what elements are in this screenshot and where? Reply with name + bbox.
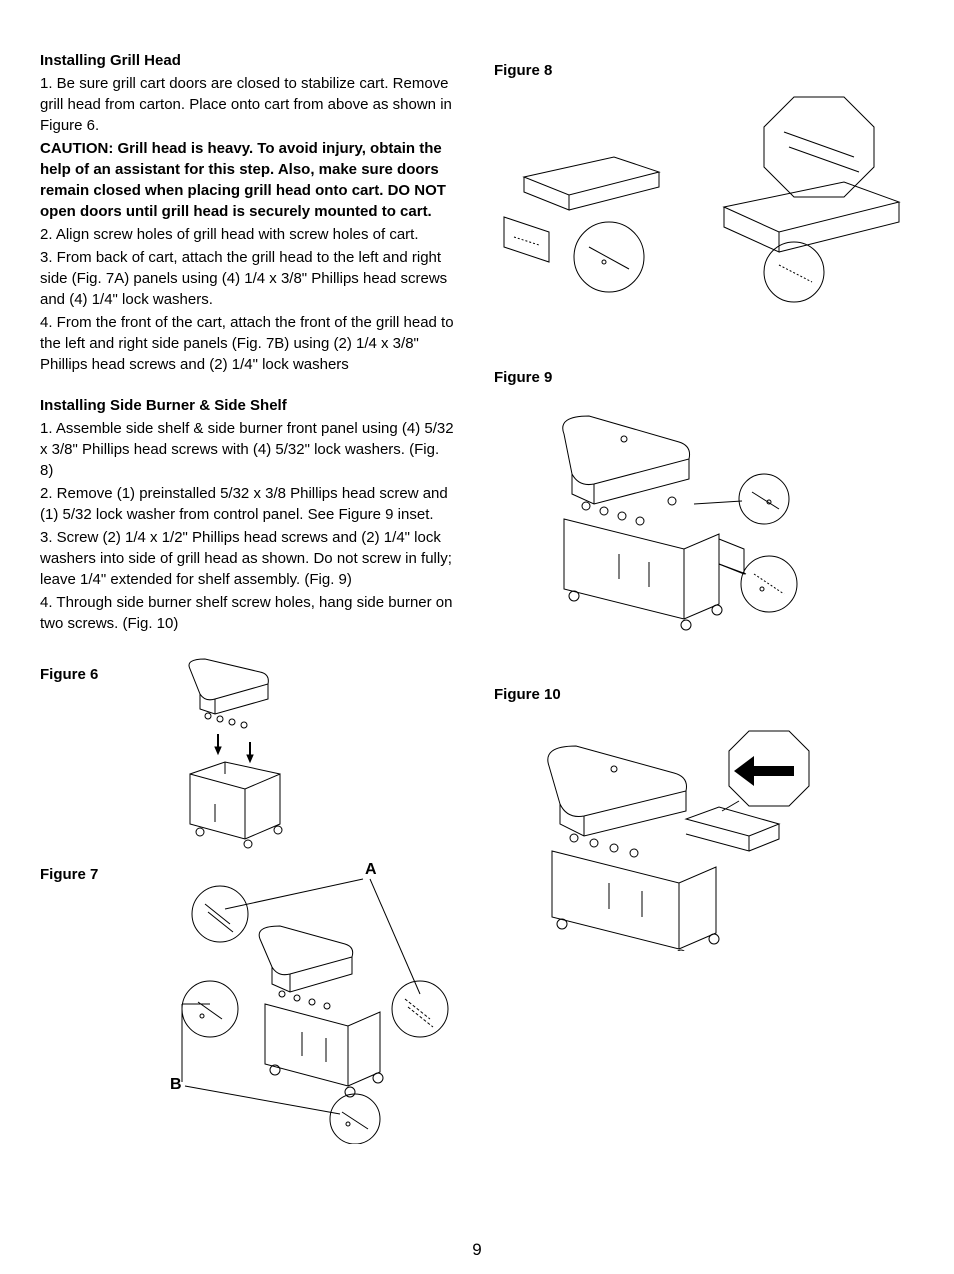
section1-step3: 3. From back of cart, attach the grill h…	[40, 247, 454, 310]
figure8-label: Figure 8	[494, 60, 914, 81]
section2-step4: 4. Through side burner shelf screw holes…	[40, 592, 454, 634]
figure7-label-a: A	[365, 861, 377, 878]
section2-step3: 3. Screw (2) 1/4 x 1/2" Phillips head sc…	[40, 527, 454, 590]
section1-heading: Installing Grill Head	[40, 50, 454, 71]
figure10-diagram	[494, 711, 914, 951]
figure10-label: Figure 10	[494, 684, 914, 705]
section2-heading: Installing Side Burner & Side Shelf	[40, 395, 454, 416]
figure7-label: Figure 7	[40, 854, 130, 885]
section1-caution: CAUTION: Grill head is heavy. To avoid i…	[40, 138, 454, 222]
section1-step2: 2. Align screw holes of grill head with …	[40, 224, 454, 245]
figure9-label: Figure 9	[494, 367, 914, 388]
figure6-label: Figure 6	[40, 654, 130, 685]
section2-step1: 1. Assemble side shelf & side burner fro…	[40, 418, 454, 481]
section2-step2: 2. Remove (1) preinstalled 5/32 x 3/8 Ph…	[40, 483, 454, 525]
section1-step4: 4. From the front of the cart, attach th…	[40, 312, 454, 375]
figure9-diagram	[494, 394, 914, 634]
section1-step1: 1. Be sure grill cart doors are closed t…	[40, 73, 454, 136]
figure7-label-b: B	[170, 1076, 182, 1093]
figure8-diagram	[494, 87, 914, 317]
figure7-diagram: A	[130, 854, 450, 1144]
figure6-diagram	[130, 654, 330, 854]
page-number: 9	[472, 1238, 481, 1262]
